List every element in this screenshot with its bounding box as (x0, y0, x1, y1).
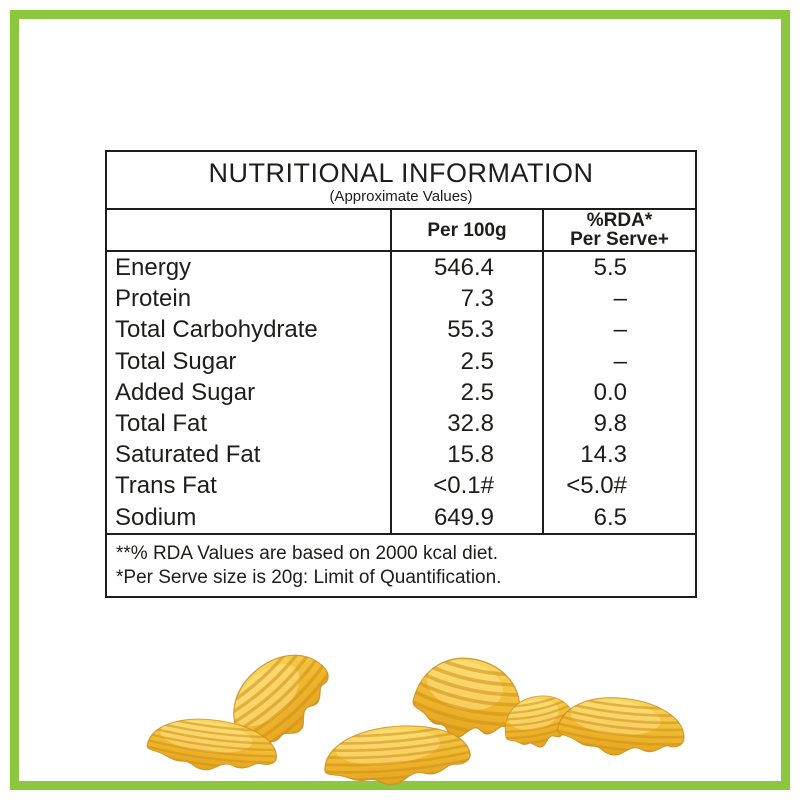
nutrition-grid: Per 100g %RDA* Per Serve+ Energy 546.4 5… (107, 210, 695, 533)
header-per-100g-label: Per 100g (427, 219, 507, 241)
header-rda-per-serve: %RDA* Per Serve+ (542, 210, 695, 252)
row-total-fat-per100g: 32.8 (390, 407, 542, 440)
header-nutrient-column (107, 210, 390, 252)
row-protein-label: Protein (115, 285, 192, 313)
row-added-sugar-rda: 0.0 (542, 376, 695, 408)
row-total-carbohydrate-label: Total Carbohydrate (115, 316, 318, 344)
row-total-fat-label: Total Fat (115, 409, 208, 437)
row-protein-rda: – (542, 283, 695, 315)
footnote-serve-size: *Per Serve size is 20g: Limit of Quantif… (116, 566, 502, 588)
row-trans-fat-rda: <5.0# (542, 470, 695, 502)
green-border-frame (10, 10, 790, 790)
row-energy-label: Energy (115, 254, 192, 281)
table-title-block: NUTRITIONAL INFORMATION (Approximate Val… (107, 152, 695, 210)
row-saturated-fat-rda: 14.3 (542, 439, 695, 471)
chip-far-right (554, 692, 690, 764)
header-rda-line2: Per Serve+ (570, 229, 669, 250)
row-added-sugar-label: Added Sugar (115, 378, 256, 406)
row-saturated-fat-per100g: 15.8 (390, 439, 542, 471)
header-per-100g: Per 100g (390, 210, 542, 252)
row-total-sugar-rda: – (542, 345, 695, 377)
row-sodium-label: Sodium (115, 503, 197, 531)
table-subtitle: (Approximate Values) (329, 188, 473, 205)
table-title: NUTRITIONAL INFORMATION (208, 158, 594, 188)
row-trans-fat-label: Trans Fat (115, 472, 217, 500)
row-trans-fat-per100g: <0.1# (390, 470, 542, 502)
row-saturated-fat-label: Saturated Fat (115, 441, 261, 469)
row-total-sugar-per100g: 2.5 (390, 345, 542, 377)
nutrition-facts-table: NUTRITIONAL INFORMATION (Approximate Val… (105, 150, 697, 598)
row-total-carbohydrate-rda: – (542, 314, 695, 346)
row-energy-per100g: 546.4 (390, 252, 542, 284)
row-total-carbohydrate-per100g: 55.3 (390, 314, 542, 346)
row-sodium-rda: 6.5 (542, 501, 695, 533)
row-energy-rda: 5.5 (542, 252, 695, 284)
potato-chips-image (0, 600, 800, 800)
row-total-fat-rda: 9.8 (542, 407, 695, 440)
table-footnotes: **% RDA Values are based on 2000 kcal di… (107, 532, 695, 596)
row-sodium-per100g: 649.9 (390, 501, 542, 533)
header-rda-line1: %RDA* (586, 210, 653, 231)
row-added-sugar-per100g: 2.5 (390, 376, 542, 408)
row-protein-per100g: 7.3 (390, 283, 542, 315)
row-total-sugar-label: Total Sugar (115, 347, 237, 375)
footnote-rda: **% RDA Values are based on 2000 kcal di… (116, 542, 498, 564)
